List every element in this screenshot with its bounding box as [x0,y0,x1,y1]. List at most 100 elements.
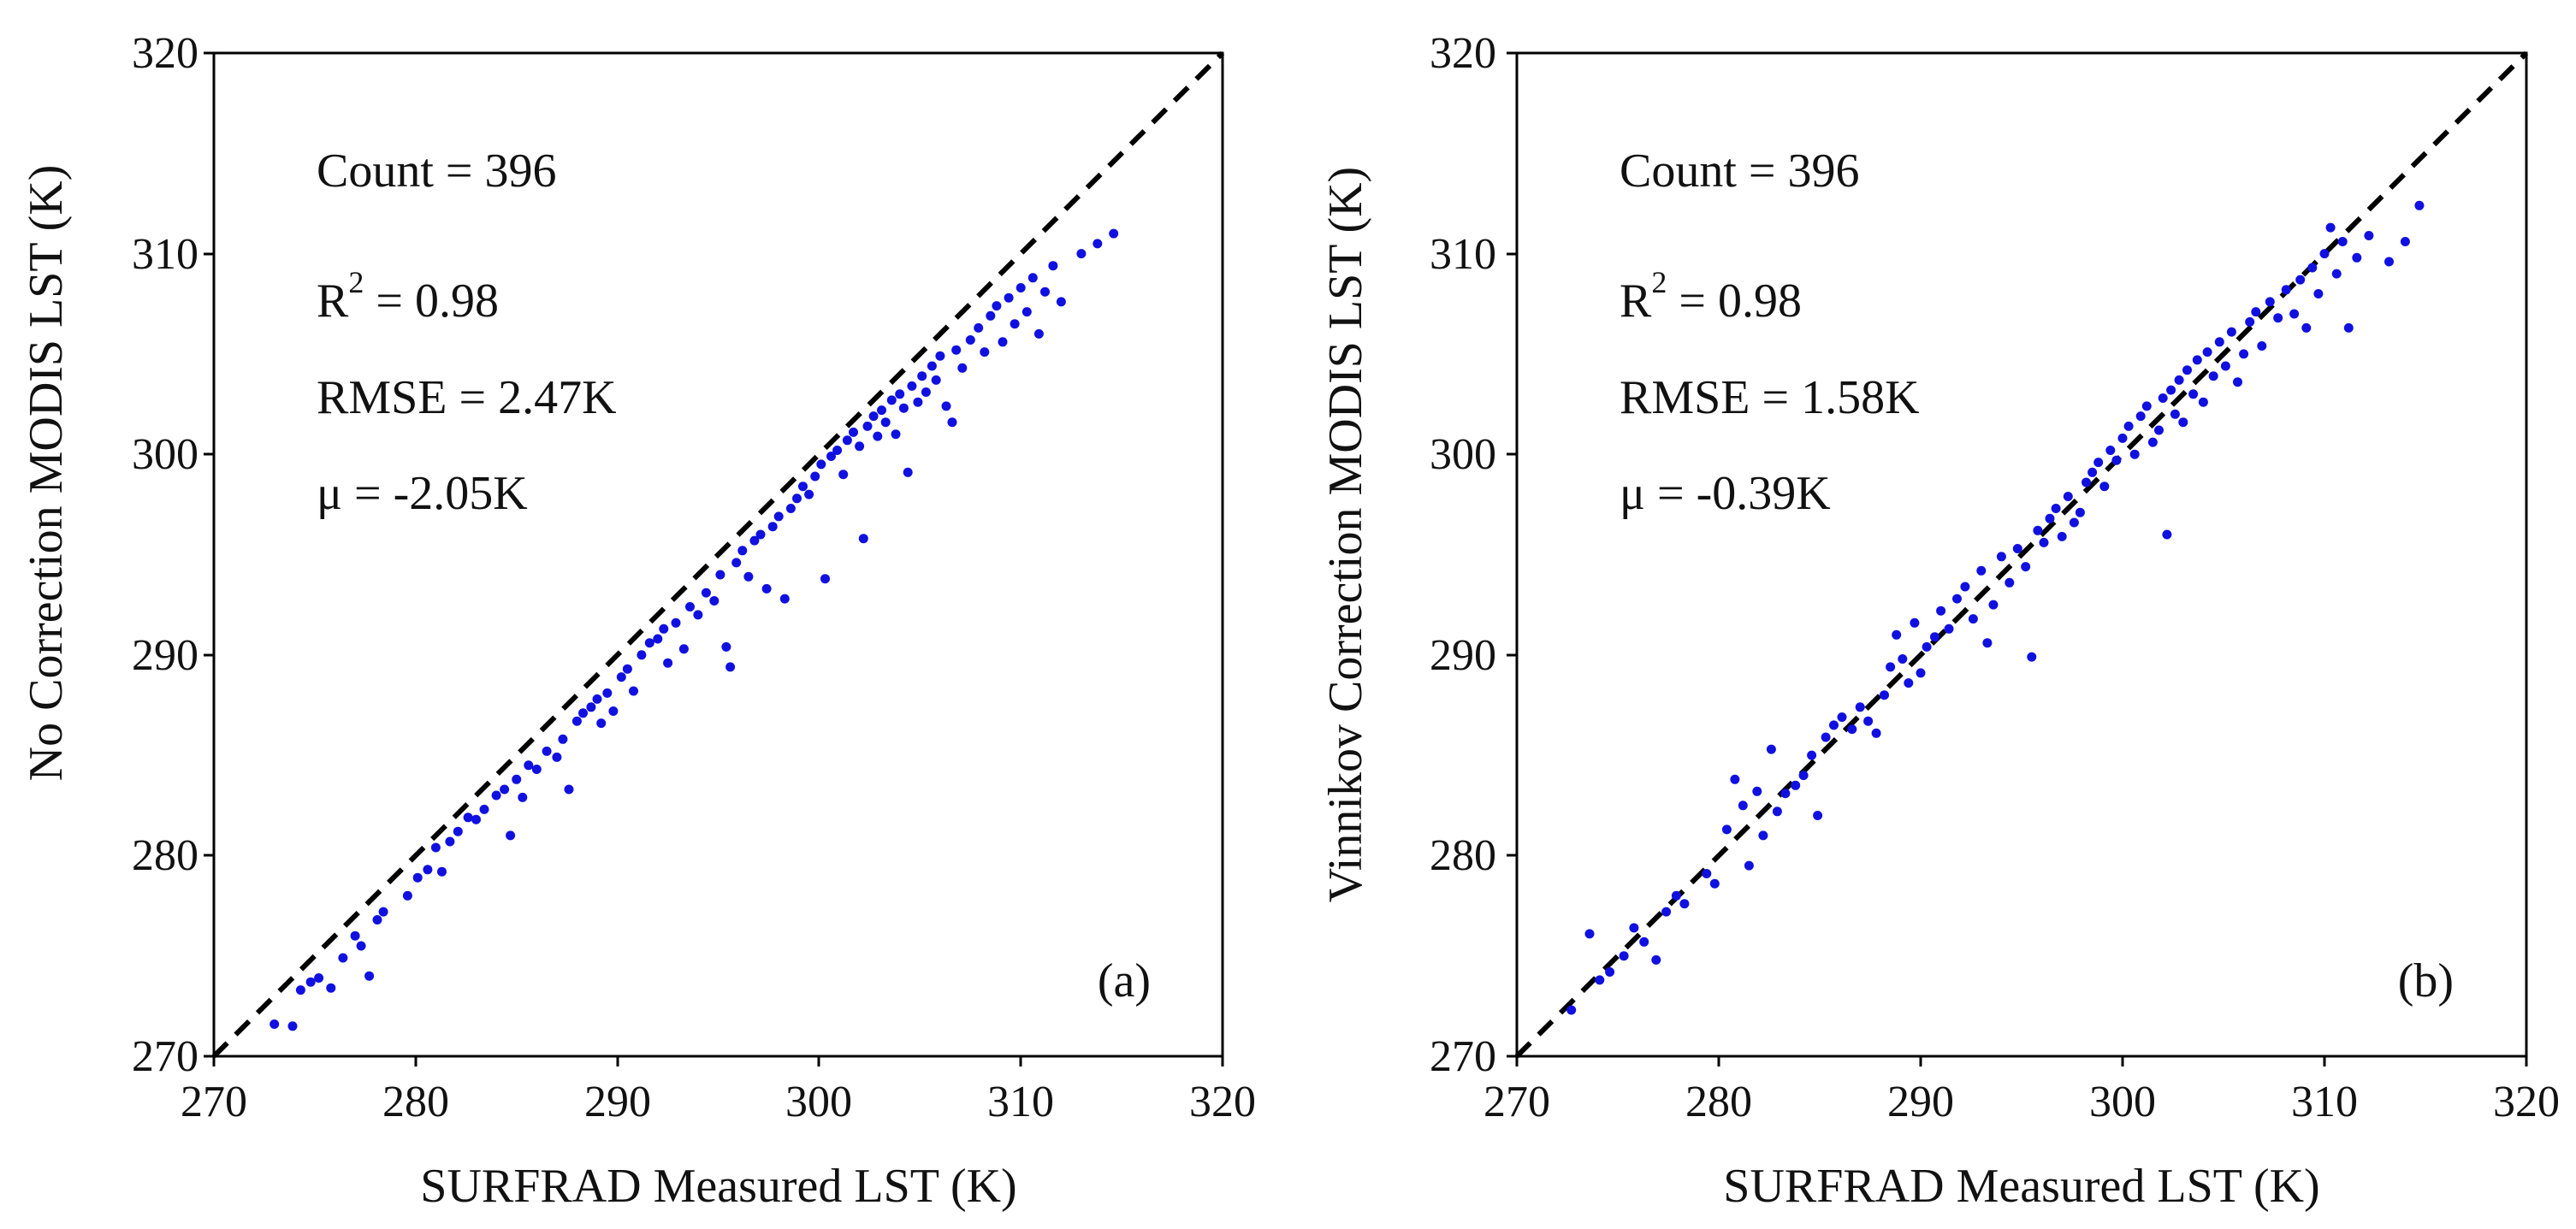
data-point [2033,525,2043,535]
data-point [2319,249,2330,259]
data-point [2273,313,2283,323]
data-point [2337,237,2348,246]
data-point [1871,728,1881,738]
data-point [849,427,858,437]
panel-a-ytick-300: 300 [132,430,198,479]
data-point [1829,720,1839,730]
data-point [913,397,923,407]
data-point [1022,307,1032,317]
panel-a-ytick-280: 280 [132,831,198,880]
panel-a-xtick-320: 320 [1189,1078,1256,1126]
panel-b-ytick-320: 320 [1430,29,1496,78]
data-point [2220,361,2230,371]
panel-b-ytick-290: 290 [1430,631,1496,680]
data-point [701,588,711,598]
data-point [886,395,897,405]
data-point [2239,349,2249,359]
data-point [2192,355,2202,365]
data-point [2174,375,2184,385]
data-point [709,596,720,606]
data-point [1798,771,1809,781]
panel-a-rmse: RMSE = 2.47K [317,371,617,424]
data-point [2325,222,2336,233]
data-point [1010,319,1020,329]
data-point [2005,577,2015,588]
panel-a-tick-marks [204,51,1224,1067]
data-point [2208,371,2218,381]
data-point [1847,724,1857,735]
data-point [2111,455,2122,465]
panel-a-frame [212,51,1224,1058]
panel-a-r2-prefix: R [317,275,349,328]
panel-a-xtick-280: 280 [382,1078,449,1126]
data-point [1898,654,1908,664]
data-point [1033,328,1044,339]
panel-a-xtick-300: 300 [785,1078,852,1126]
panel-b-r2: R2 = 0.98 [1620,265,1802,328]
data-point [350,931,360,941]
data-point [1780,789,1791,799]
panel-a-ytick-290: 290 [132,631,198,680]
panel-b-stats: Count = 396 R2 = 0.98 RMSE = 1.58K μ = -… [1620,145,1920,520]
data-point [616,672,626,682]
panel-a-ytick-270: 270 [132,1032,198,1081]
data-point [986,310,996,321]
data-point [1566,1005,1577,1015]
panel-b-label: (b) [2398,954,2454,1007]
data-point [2307,263,2318,273]
data-point [2087,467,2098,477]
data-point [898,403,909,413]
panel-a-stats: Count = 396 R2 = 0.98 RMSE = 2.47K μ = -… [317,145,617,520]
data-point [1093,239,1103,249]
data-point [1629,923,1639,933]
panel-a: No Correction MODIS LST (K) 270 280 290 … [20,29,1256,1213]
data-point [1730,774,1740,784]
panel-b-r2-prefix: R [1620,275,1652,328]
panel-b-r2-value: = 0.98 [1667,275,1802,328]
data-point [737,546,748,556]
data-point [2281,285,2291,295]
data-point [592,694,602,704]
data-point [542,746,552,756]
data-point [338,953,348,963]
data-point [1702,869,1712,878]
panel-b-rmse: RMSE = 1.58K [1620,371,1920,424]
data-point [423,865,433,875]
data-point [2045,513,2055,523]
panel-a-xtick-270: 270 [181,1078,247,1126]
data-point [832,446,843,455]
data-point [877,405,886,416]
data-point [295,985,305,996]
data-point [957,363,968,373]
data-point [663,658,673,668]
data-point [2039,537,2049,547]
data-point [1952,594,1962,604]
data-point [798,482,808,492]
data-point [1619,951,1629,961]
data-point [921,387,931,397]
data-point [2147,437,2158,447]
data-point [430,842,441,853]
data-point [1709,878,1720,889]
data-point [721,641,731,652]
data-point [453,826,463,836]
data-point [531,765,542,774]
data-point [810,471,820,482]
data-point [1988,600,1999,610]
data-point [2162,529,2172,540]
panel-b-ytick-310: 310 [1430,230,1496,279]
data-point [1996,552,2006,562]
data-point [2105,446,2116,455]
data-point [1930,632,1939,642]
data-point [356,941,366,951]
data-point [524,760,534,771]
data-point [2364,231,2374,240]
data-point [1040,287,1050,297]
data-point [974,322,984,333]
data-point [2093,458,2104,468]
data-point [2082,477,2091,487]
data-point [1651,954,1661,965]
data-point [725,662,736,672]
data-point [2141,401,2152,411]
